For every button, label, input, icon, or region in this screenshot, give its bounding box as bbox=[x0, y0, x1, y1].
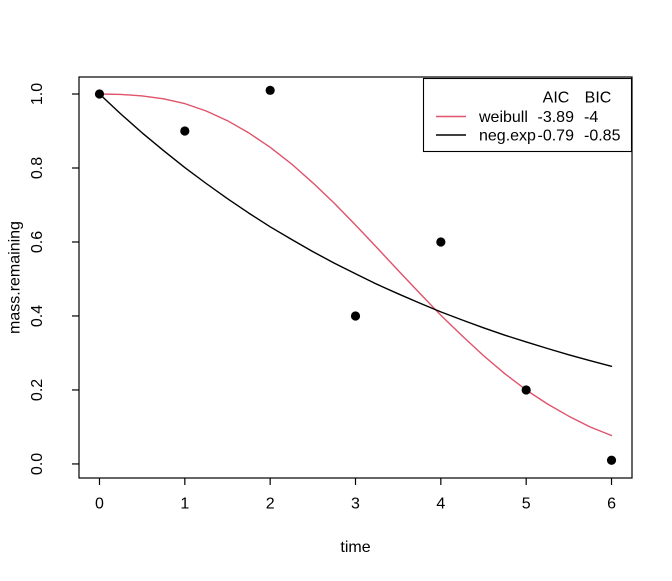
y-axis-tick-label: 0.4 bbox=[29, 305, 46, 327]
x-axis-tick-label: 6 bbox=[607, 496, 616, 513]
y-axis-tick-label: 0.6 bbox=[29, 231, 46, 253]
legend-aic-weibull: -3.89 bbox=[538, 109, 575, 126]
data-point bbox=[94, 89, 105, 99]
x-axis-tick-label: 5 bbox=[522, 496, 531, 513]
y-axis-tick-label: 1.0 bbox=[29, 83, 46, 105]
data-point bbox=[436, 237, 446, 247]
x-axis-tick-label: 1 bbox=[180, 496, 189, 513]
data-point bbox=[180, 126, 190, 136]
legend: AIC BIC weibull -3.89 -4 neg.exp -0.79 -… bbox=[422, 77, 633, 153]
legend-aic-negexp: -0.79 bbox=[538, 128, 575, 145]
x-axis-title: time bbox=[340, 539, 370, 556]
legend-label-weibull: weibull bbox=[478, 109, 528, 126]
legend-header-aic: AIC bbox=[543, 90, 570, 107]
chart-layer: 0 1 2 3 4 5 6 0.0 0.2 0.4 0.6 0.8 1.0 bbox=[29, 76, 633, 513]
legend-bic-weibull: -4 bbox=[584, 109, 598, 126]
x-axis-tick-label: 4 bbox=[436, 496, 445, 513]
y-axis-title: mass.remaining bbox=[7, 221, 24, 334]
data-point bbox=[350, 311, 361, 321]
x-axis-tick-label: 0 bbox=[95, 496, 104, 513]
data-point bbox=[606, 455, 617, 465]
y-axis-tick-label: 0.8 bbox=[29, 157, 46, 179]
y-axis-tick-label: 0.0 bbox=[29, 453, 46, 475]
data-point bbox=[265, 85, 275, 95]
x-axis-tick-label: 3 bbox=[351, 496, 360, 513]
legend-label-negexp: neg.exp bbox=[479, 128, 536, 145]
negexp-curve bbox=[98, 93, 613, 367]
data-point bbox=[521, 385, 531, 395]
legend-header-bic: BIC bbox=[585, 90, 612, 107]
y-axis-tick-label: 0.2 bbox=[29, 379, 46, 401]
legend-bic-negexp: -0.85 bbox=[584, 128, 621, 145]
legend-box bbox=[422, 77, 633, 153]
x-axis-tick-label: 2 bbox=[266, 496, 275, 513]
